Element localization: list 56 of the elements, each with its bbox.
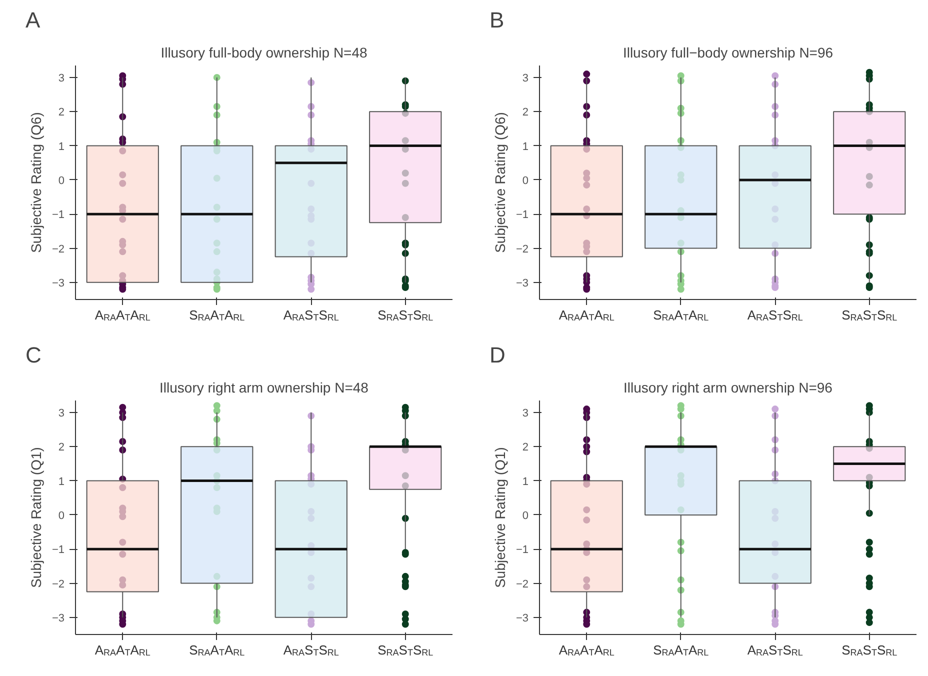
y-tick-label: 2 (522, 442, 529, 454)
x-tick-label: ARAATARL (558, 642, 614, 658)
y-tick-label: −3 (516, 277, 529, 290)
y-tick-label: 2 (58, 106, 65, 119)
text: C (26, 342, 42, 368)
y-tick-label: 0 (58, 174, 65, 187)
y-tick-label: 0 (58, 510, 65, 522)
text: A (26, 8, 40, 32)
y-tick-label: −2 (516, 578, 529, 590)
y-axis-title: Subjective Rating (Q1) (492, 447, 508, 588)
y-tick-label: 0 (522, 174, 529, 187)
y-tick-label: 0 (522, 510, 529, 522)
y-tick-label: −3 (52, 277, 65, 290)
y-tick-label: 1 (522, 476, 529, 488)
y-tick-label: −2 (52, 578, 65, 590)
y-tick-label: −1 (52, 209, 65, 222)
y-tick-label: −1 (52, 544, 65, 556)
y-tick-label: −2 (516, 243, 529, 256)
chart-title: Illusory full-body ownership N=48 (160, 44, 368, 60)
y-tick-label: 3 (522, 72, 529, 84)
text: D (490, 342, 506, 368)
x-tick-label: SRAATARL (189, 308, 245, 322)
chart-title: Illusory right arm ownership N=96 (624, 380, 833, 396)
y-axis-title: Subjective Rating (Q6) (28, 112, 44, 253)
x-tick-label: SRASTSRL (378, 308, 434, 322)
x-tick-label: SRASTSRL (842, 642, 898, 658)
y-tick-label: 3 (58, 72, 65, 84)
y-tick-label: −2 (52, 243, 65, 256)
y-tick-label: 3 (522, 407, 529, 420)
y-tick-label: 1 (58, 476, 65, 488)
chart-title: Illusory full−body ownership N=96 (622, 44, 834, 60)
y-tick-label: −1 (516, 544, 529, 556)
y-axis-title: Subjective Rating (Q6) (492, 112, 508, 253)
y-tick-label: 3 (58, 407, 65, 420)
y-axis-title: Subjective Rating (Q1) (28, 447, 44, 588)
x-tick-label: SRAATARL (653, 308, 709, 322)
y-tick-label: 2 (522, 106, 529, 119)
y-tick-label: −3 (516, 612, 529, 624)
y-tick-label: −3 (52, 612, 65, 624)
x-tick-label: ARAATARL (94, 308, 150, 322)
x-tick-label: ARASTSRL (283, 308, 339, 322)
x-tick-label: ARASTSRL (747, 308, 803, 322)
x-tick-label: ARASTSRL (283, 642, 339, 658)
text: B (490, 8, 504, 32)
chart-title: Illusory right arm ownership N=48 (160, 380, 369, 396)
y-tick-label: 1 (522, 140, 529, 153)
x-tick-label: SRAATARL (189, 642, 245, 658)
x-tick-label: ARASTSRL (747, 642, 803, 658)
y-tick-label: −1 (516, 209, 529, 222)
x-tick-label: ARAATARL (94, 642, 150, 658)
x-tick-label: SRAATARL (653, 642, 709, 658)
y-tick-label: 1 (58, 140, 65, 153)
x-tick-label: ARAATARL (558, 308, 614, 322)
x-tick-label: SRASTSRL (378, 642, 434, 658)
y-tick-label: 2 (58, 442, 65, 454)
x-tick-label: SRASTSRL (842, 308, 898, 322)
